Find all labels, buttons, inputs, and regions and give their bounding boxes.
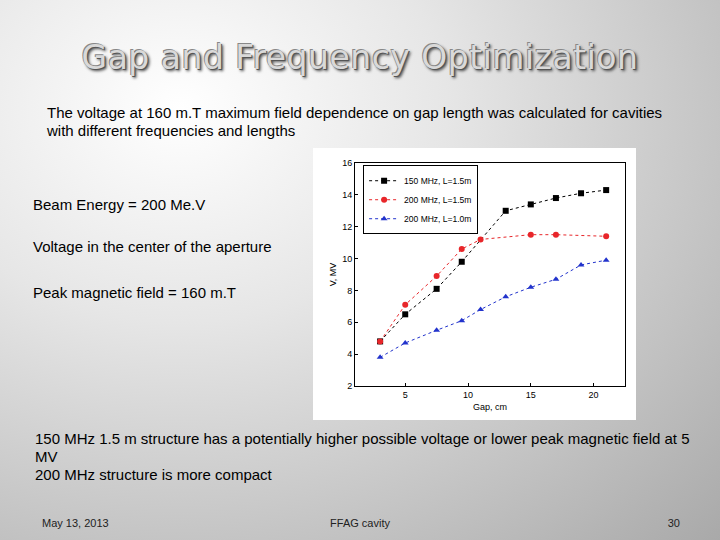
- svg-text:10: 10: [342, 254, 352, 264]
- svg-text:4: 4: [347, 349, 352, 359]
- html-text:May 13, 2013: May 13, 2013: [42, 517, 109, 529]
- svg-text:V, MV: V, MV: [328, 263, 338, 287]
- svg-text:200 MHz, L=1.5m: 200 MHz, L=1.5m: [404, 195, 471, 205]
- svg-text:14: 14: [342, 190, 352, 200]
- html-text:Gap and Frequency Optimization: Gap and Frequency Optimization: [81, 38, 639, 77]
- svg-text:6: 6: [347, 317, 352, 327]
- html-text:Peak magnetic field = 160 m.T: Peak magnetic field = 160 m.T: [33, 284, 236, 301]
- svg-text:20: 20: [589, 390, 599, 400]
- svg-text:15: 15: [526, 390, 536, 400]
- html-text:Beam Energy = 200 Me.V: Beam Energy = 200 Me.V: [33, 196, 206, 213]
- svg-text:5: 5: [403, 390, 408, 400]
- svg-text:10: 10: [463, 390, 473, 400]
- svg-text:8: 8: [347, 286, 352, 296]
- svg-text:2: 2: [347, 381, 352, 391]
- svg-text:16: 16: [342, 158, 352, 168]
- html-text:150 MHz 1.5 m structure has a: 150 MHz 1.5 m structure has a potentiall…: [35, 430, 690, 465]
- svg-text:150 MHz, L=1.5m: 150 MHz, L=1.5m: [404, 176, 471, 186]
- svg-text:Gap, cm: Gap, cm: [473, 402, 507, 412]
- svg-text:12: 12: [342, 222, 352, 232]
- html-text:The voltage at 160 m.T maximum: The voltage at 160 m.T maximum field dep…: [47, 104, 663, 139]
- html-text:FFAG cavity: FFAG cavity: [330, 517, 390, 529]
- svg-text:200 MHz, L=1.0m: 200 MHz, L=1.0m: [404, 214, 471, 224]
- html-text:Voltage in the center of the a: Voltage in the center of the aperture: [33, 238, 272, 255]
- html-text:200 MHz structure is more comp: 200 MHz structure is more compact: [35, 466, 272, 483]
- html-text:30: 30: [667, 517, 680, 529]
